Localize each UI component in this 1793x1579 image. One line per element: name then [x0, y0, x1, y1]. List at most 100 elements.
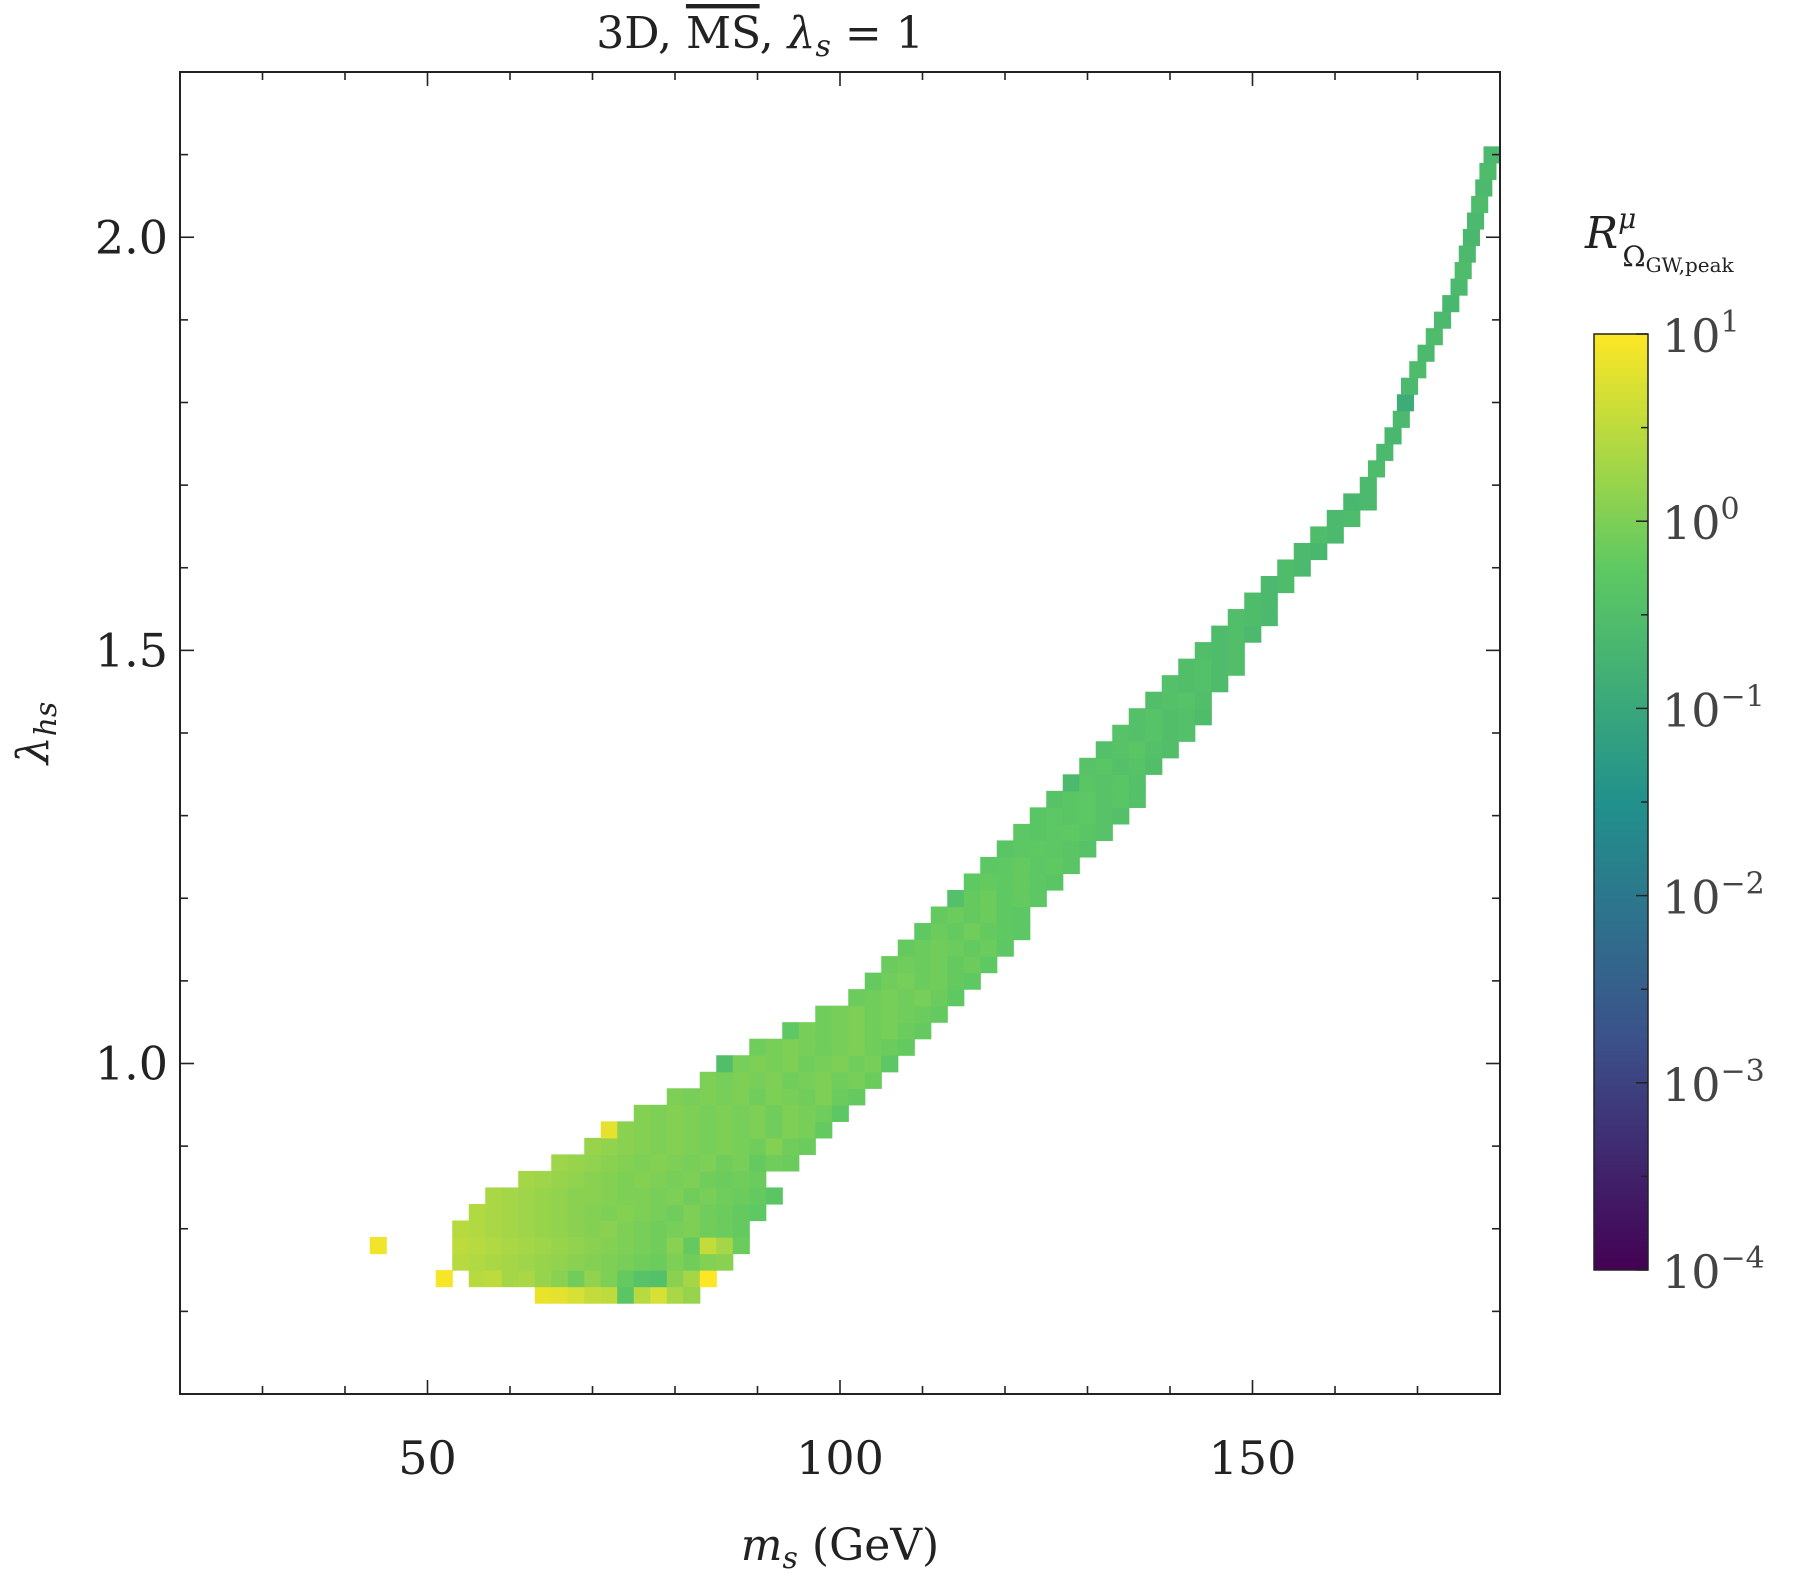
heatmap-cell: [617, 1253, 635, 1271]
heatmap-cell: [1128, 774, 1146, 792]
heatmap-cell: [732, 1071, 750, 1089]
heatmap-cell: [468, 1253, 486, 1271]
heatmap-cell: [1244, 609, 1262, 627]
heatmap-cell: [798, 1055, 816, 1073]
heatmap-cell: [848, 1055, 866, 1073]
heatmap-cell: [881, 1055, 899, 1073]
heatmap-cell: [1425, 328, 1443, 346]
heatmap-cell: [600, 1187, 618, 1205]
heatmap-cell: [650, 1203, 668, 1222]
heatmap-cell: [1260, 592, 1278, 610]
heatmap-cell: [831, 1104, 849, 1122]
colorbar-gradient: [1593, 333, 1649, 1271]
heatmap-cell: [749, 1071, 767, 1089]
heatmap-cell: [683, 1237, 701, 1255]
heatmap-cell: [1079, 823, 1097, 842]
heatmap-cell: [798, 1038, 816, 1056]
heatmap-cell: [815, 1071, 833, 1089]
heatmap-cell: [749, 1088, 767, 1106]
heatmap-cell: [633, 1154, 651, 1172]
heatmap-cell: [485, 1220, 503, 1238]
heatmap-cell: [1396, 394, 1414, 412]
heatmap-cell: [1046, 790, 1064, 808]
heatmap-cell: [1062, 823, 1080, 842]
y-tick-label: 1.5: [95, 623, 168, 677]
heatmap-cell: [1079, 840, 1097, 858]
heatmap-cell: [996, 856, 1014, 875]
heatmap-cell: [666, 1237, 684, 1255]
heatmap-cell: [963, 906, 981, 924]
colorbar-title-subsub: GW,peak: [1646, 253, 1735, 277]
heatmap-cell: [716, 1137, 734, 1155]
heatmap-cell: [732, 1137, 750, 1155]
heatmap-cell: [551, 1154, 569, 1172]
heatmap-cell: [980, 856, 998, 875]
heatmap-cell: [683, 1220, 701, 1238]
heatmap-cell: [1178, 691, 1196, 709]
heatmap-cell: [518, 1203, 536, 1222]
heatmap-cell: [1244, 625, 1262, 643]
heatmap-cell: [567, 1203, 585, 1222]
heatmap-cell: [650, 1220, 668, 1238]
colorbar-tick-label: 10−3: [1662, 1054, 1765, 1112]
heatmap-cell: [848, 1071, 866, 1089]
title-scheme: MS: [686, 8, 760, 59]
heatmap-cell: [716, 1187, 734, 1205]
heatmap-cell: [534, 1187, 552, 1205]
heatmap-cell: [947, 906, 965, 924]
heatmap-cell: [1112, 724, 1130, 742]
heatmap-cell: [980, 906, 998, 924]
heatmap-cell: [732, 1203, 750, 1222]
heatmap-cell: [699, 1154, 717, 1172]
heatmap-cell: [782, 1022, 800, 1040]
heatmap-cell: [716, 1220, 734, 1238]
heatmap-cell: [518, 1253, 536, 1271]
heatmap-cell: [1467, 212, 1485, 230]
heatmap-cell: [1145, 708, 1163, 726]
heatmap-cell: [1046, 823, 1064, 842]
heatmap-cell: [1062, 840, 1080, 858]
heatmap-cell: [369, 1237, 387, 1255]
heatmap-cell: [699, 1187, 717, 1205]
heatmap-cell: [930, 956, 948, 974]
heatmap-cell: [930, 939, 948, 957]
heatmap-cell: [1454, 262, 1472, 280]
heatmap-cell: [848, 1088, 866, 1106]
heatmap-cell: [518, 1220, 536, 1238]
heatmap-cell: [551, 1220, 569, 1238]
heatmap-cell: [1112, 807, 1130, 825]
heatmap-cell: [600, 1253, 618, 1271]
heatmap-cell: [584, 1237, 602, 1255]
axis-ticks: [180, 71, 1500, 1394]
colorbar-ticks: [1636, 333, 1648, 1271]
heatmap-cell: [1310, 542, 1328, 561]
heatmap-cell: [501, 1203, 519, 1222]
heatmap-cell: [1343, 493, 1361, 511]
heatmap-cell: [1161, 741, 1179, 759]
heatmap-cell: [1128, 708, 1146, 726]
heatmap-cell: [584, 1270, 602, 1288]
heatmap-cell: [1194, 691, 1212, 709]
heatmap-cell: [1227, 609, 1245, 627]
heatmap-cell: [716, 1253, 734, 1271]
heatmap-cell: [468, 1270, 486, 1288]
heatmap-cell: [633, 1220, 651, 1238]
heatmap-cell: [798, 1071, 816, 1089]
colorbar-tick-label: 10−4: [1662, 1241, 1765, 1299]
heatmap-cell: [534, 1270, 552, 1288]
heatmap-cell: [468, 1237, 486, 1255]
heatmap-cell: [1079, 790, 1097, 808]
heatmap-cell: [716, 1237, 734, 1255]
heatmap-cell: [732, 1187, 750, 1205]
heatmap-cell: [1227, 642, 1245, 660]
heatmap-cell: [881, 989, 899, 1007]
heatmap-cell: [485, 1187, 503, 1205]
heatmap-cell: [633, 1237, 651, 1255]
heatmap-cell: [914, 972, 932, 990]
heatmap-cell: [584, 1253, 602, 1271]
heatmap-cell: [716, 1088, 734, 1106]
heatmap-cell: [1013, 823, 1031, 842]
heatmap-cell: [996, 923, 1014, 941]
heatmap-cell: [518, 1187, 536, 1205]
heatmap-cell: [815, 1055, 833, 1073]
